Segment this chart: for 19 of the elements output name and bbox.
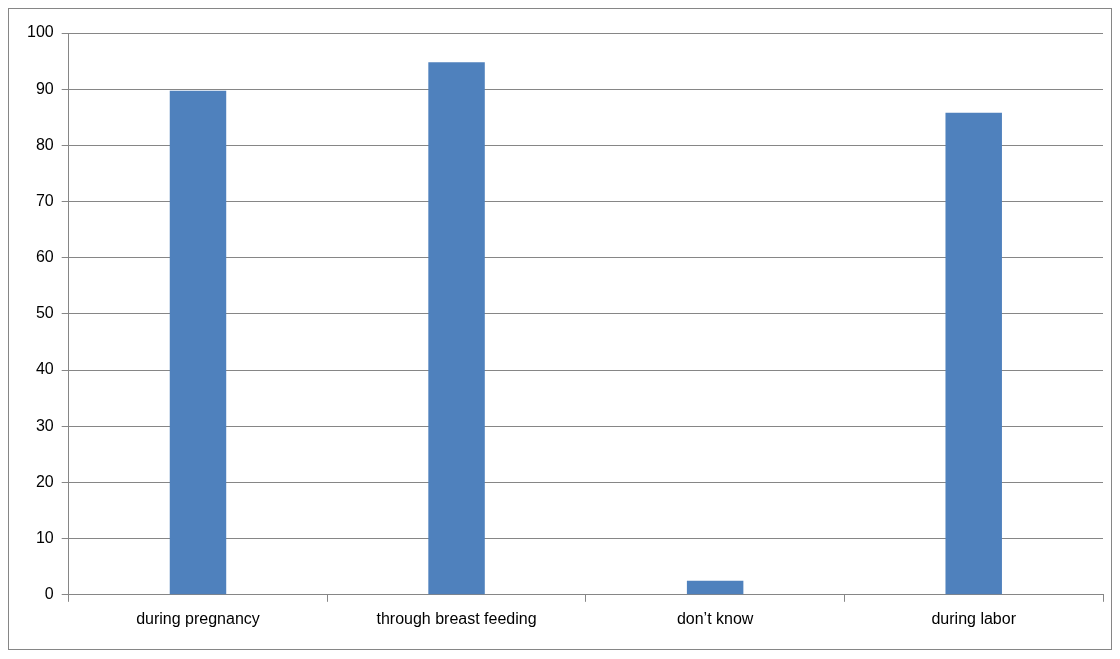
y-tick-label: 90: [35, 79, 54, 97]
x-tick-label: through breast feeding: [376, 609, 537, 627]
bar: [686, 580, 744, 595]
x-tick-label: during pregnancy: [136, 609, 260, 627]
y-tick-label: 100: [26, 23, 54, 41]
x-tick-label: don’t know: [676, 609, 754, 627]
y-tick-label: 30: [35, 416, 54, 434]
y-tick-label: 20: [35, 472, 54, 490]
y-tick-label: 70: [35, 191, 54, 209]
y-tick-label: 60: [35, 248, 54, 266]
x-tick-label: during labor: [931, 609, 1017, 627]
bar: [428, 62, 485, 595]
y-tick-label: 10: [35, 529, 54, 547]
y-tick-label: 0: [44, 585, 54, 603]
y-tick-label: 80: [35, 135, 54, 153]
y-tick-label: 40: [35, 360, 54, 378]
y-tick-label: 50: [35, 304, 54, 322]
bar: [945, 112, 1002, 595]
bar: [169, 90, 227, 595]
